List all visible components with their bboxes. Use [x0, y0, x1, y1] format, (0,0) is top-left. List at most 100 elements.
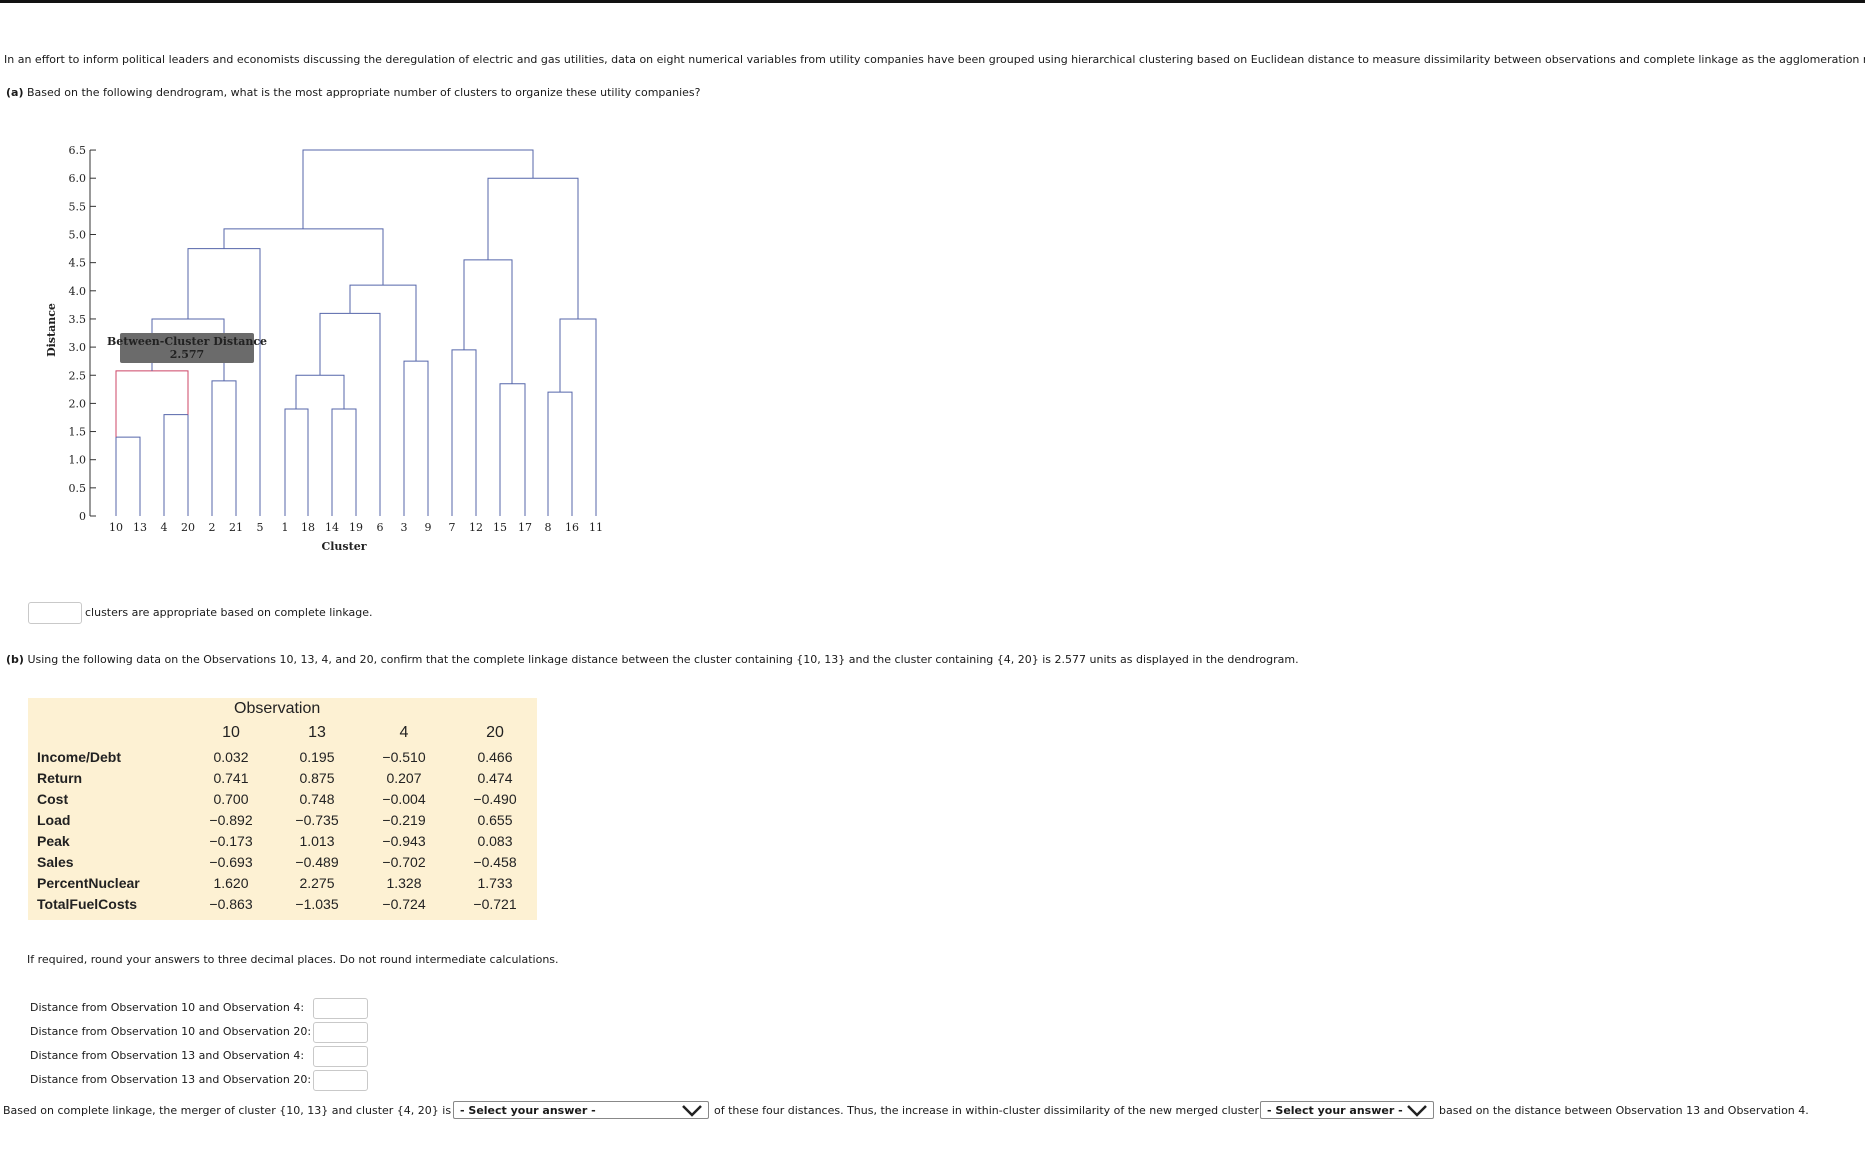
- part-b-label: (b): [6, 653, 24, 666]
- dendrogram-link: [295, 374, 345, 410]
- y-tick-label: 6.5: [69, 144, 87, 157]
- dendrogram-link: [547, 391, 573, 516]
- row-label: Load: [37, 812, 71, 828]
- leaf-label: 4: [161, 521, 168, 534]
- y-tick-label: 6.0: [69, 172, 87, 185]
- distance-input-10-20[interactable]: [313, 1022, 368, 1043]
- comparison-select-value: - Select your answer -: [460, 1104, 596, 1117]
- leaf-labels: 10 13 4 20 2 21 5 1 18 14 19 6 3 9 7 12 15 17 8 16 11: [109, 521, 603, 534]
- tooltip-value: 2.577: [170, 348, 204, 361]
- leaf-label: 17: [518, 521, 532, 534]
- final-sentence-part1: Based on complete linkage, the merger of…: [3, 1104, 452, 1117]
- tooltip-between-cluster-distance: Between-Cluster Distance 2.577: [107, 333, 267, 363]
- leaf-label: 18: [301, 521, 315, 534]
- y-tick-label: 0.5: [69, 482, 87, 495]
- leaf-label: 16: [565, 521, 579, 534]
- tooltip-title: Between-Cluster Distance: [107, 335, 267, 348]
- dendrogram-link: [463, 259, 513, 384]
- y-tick-label: 2.0: [69, 397, 87, 410]
- leaf-label: 14: [325, 521, 339, 534]
- dendrogram-link: [284, 408, 309, 516]
- dendrogram-link: [349, 284, 417, 362]
- rounding-note: If required, round your answers to three…: [27, 953, 559, 966]
- dendrogram-link: [331, 408, 357, 516]
- table-cell: −0.863: [209, 896, 253, 912]
- y-tick-label: 1.5: [69, 426, 87, 439]
- table-cell: −0.724: [382, 896, 426, 912]
- row-label: Income/Debt: [37, 749, 122, 765]
- y-axis: 6.5 6.0 5.5 5.0 4.5 4.0 3.5 3.0 2.5 2.0 1.5 1.0 0.5 0: [69, 144, 96, 523]
- cluster-count-suffix: clusters are appropriate based on comple…: [85, 606, 373, 619]
- table-cell: 0.474: [477, 770, 513, 786]
- distance-label-10-20: Distance from Observation 10 and Observa…: [30, 1025, 312, 1038]
- chevron-down-icon: [1407, 1105, 1427, 1117]
- leaf-label: 13: [133, 521, 147, 534]
- distance-label-13-4: Distance from Observation 13 and Observa…: [30, 1049, 305, 1062]
- leaf-label: 9: [425, 521, 432, 534]
- row-label: Sales: [37, 854, 74, 870]
- observation-table: Observation 10 13 4 20 Income/Debt 0.032…: [28, 698, 537, 920]
- intro-text: In an effort to inform political leaders…: [4, 53, 1865, 66]
- table-cell: −0.702: [382, 854, 426, 870]
- leaf-label: 7: [449, 521, 456, 534]
- column-header: 10: [222, 724, 240, 741]
- question-b: (b) Using the following data on the Obse…: [6, 653, 1299, 666]
- chevron-down-icon: [682, 1105, 702, 1117]
- cluster-count-input[interactable]: [28, 602, 82, 624]
- y-axis-title: Distance: [45, 303, 58, 357]
- leaf-label: 2: [209, 521, 216, 534]
- table-cell: 0.195: [299, 749, 335, 765]
- leaf-label: 5: [257, 521, 264, 534]
- leaf-label: 12: [469, 521, 483, 534]
- table-cell: −0.510: [382, 749, 426, 765]
- leaf-label: 21: [229, 521, 243, 534]
- y-tick-label: 5.5: [69, 200, 87, 213]
- table-cell: −0.489: [295, 854, 339, 870]
- column-header: 13: [308, 724, 326, 741]
- top-border: [0, 0, 1865, 3]
- tooltip-box: [120, 333, 254, 363]
- table-cell: 1.620: [213, 875, 249, 891]
- y-tick-label: 2.5: [69, 369, 87, 382]
- table-header-observation: Observation: [234, 700, 321, 717]
- table-cell: −0.892: [209, 812, 253, 828]
- distance-input-10-4[interactable]: [313, 998, 368, 1019]
- dendrogram-link: [559, 318, 597, 516]
- distance-input-13-20[interactable]: [313, 1070, 368, 1091]
- y-tick-label: 4.0: [69, 285, 87, 298]
- dendrogram-link: [499, 383, 526, 516]
- comparison-select[interactable]: - Select your answer -: [453, 1101, 709, 1119]
- table-cell: 1.328: [386, 875, 422, 891]
- part-b-question: Using the following data on the Observat…: [27, 653, 1299, 666]
- final-sentence-part2: of these four distances. Thus, the incre…: [714, 1104, 1259, 1117]
- dendrogram-link: [115, 436, 141, 516]
- x-axis-title: Cluster: [322, 540, 367, 553]
- leaf-label: 3: [401, 521, 408, 534]
- table-cell: 2.275: [299, 875, 335, 891]
- y-tick-label: 3.0: [69, 341, 87, 354]
- leaf-label: 19: [349, 521, 363, 534]
- distance-label-13-20: Distance from Observation 13 and Observa…: [30, 1073, 312, 1086]
- table-cell: −0.219: [382, 812, 426, 828]
- table-cell: −0.735: [295, 812, 339, 828]
- y-tick-label: 0: [79, 510, 86, 523]
- leaf-label: 10: [109, 521, 123, 534]
- table-cell: 1.733: [477, 875, 513, 891]
- table-cell: −0.173: [209, 833, 253, 849]
- part-a-question: Based on the following dendrogram, what …: [26, 86, 701, 99]
- table-cell: 0.700: [213, 791, 249, 807]
- row-label: Return: [37, 770, 83, 786]
- dendrogram-link: [211, 380, 237, 516]
- table-cell: −0.943: [382, 833, 426, 849]
- table-cell: 0.032: [213, 749, 249, 765]
- dendrogram-link: [115, 370, 189, 438]
- table-cell: −0.693: [209, 854, 253, 870]
- increase-select[interactable]: - Select your answer -: [1260, 1101, 1434, 1119]
- leaf-label: 15: [493, 521, 507, 534]
- distance-input-13-4[interactable]: [313, 1046, 368, 1067]
- final-sentence-part3: based on the distance between Observatio…: [1439, 1104, 1809, 1117]
- dendrogram-link: [302, 149, 534, 229]
- row-label: PercentNuclear: [37, 875, 140, 891]
- leaf-label: 6: [377, 521, 384, 534]
- table-cell: 0.466: [477, 749, 513, 765]
